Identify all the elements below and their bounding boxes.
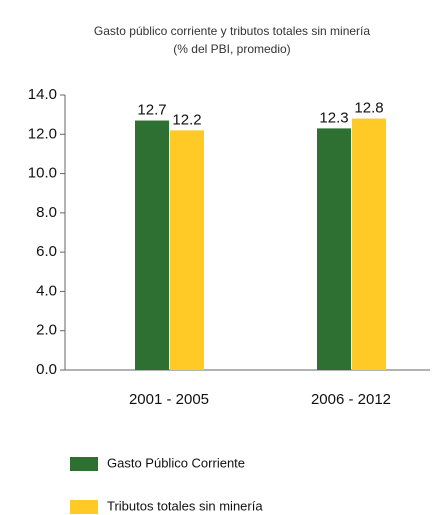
x-tick-label: 2006 - 2012 [311,391,391,408]
x-tick-label: 2001 - 2005 [129,391,209,408]
value-label: 12.3 [319,109,348,126]
value-label: 12.2 [172,111,201,128]
y-tick-label: 4.0 [36,282,57,299]
legend-swatch [70,500,98,514]
legend-swatch [70,457,98,471]
y-tick-label: 6.0 [36,243,57,260]
y-tick-label: 2.0 [36,322,57,339]
value-label: 12.7 [137,102,166,119]
chart-title: Gasto público corriente y tributos total… [94,24,370,38]
y-tick-label: 0.0 [36,361,57,378]
bar [170,130,204,370]
y-tick-label: 12.0 [28,125,57,142]
bar [135,120,169,371]
y-tick-label: 8.0 [36,204,57,221]
value-label: 12.8 [354,100,383,117]
y-tick-label: 14.0 [28,86,57,103]
legend-label: Gasto Público Corriente [107,455,245,470]
legend-label: Tributos totales sin minería [107,498,263,513]
y-tick-label: 10.0 [28,165,57,182]
bar [317,128,351,370]
chart-subtitle: (% del PBI, promedio) [173,42,290,56]
bar [352,118,386,370]
